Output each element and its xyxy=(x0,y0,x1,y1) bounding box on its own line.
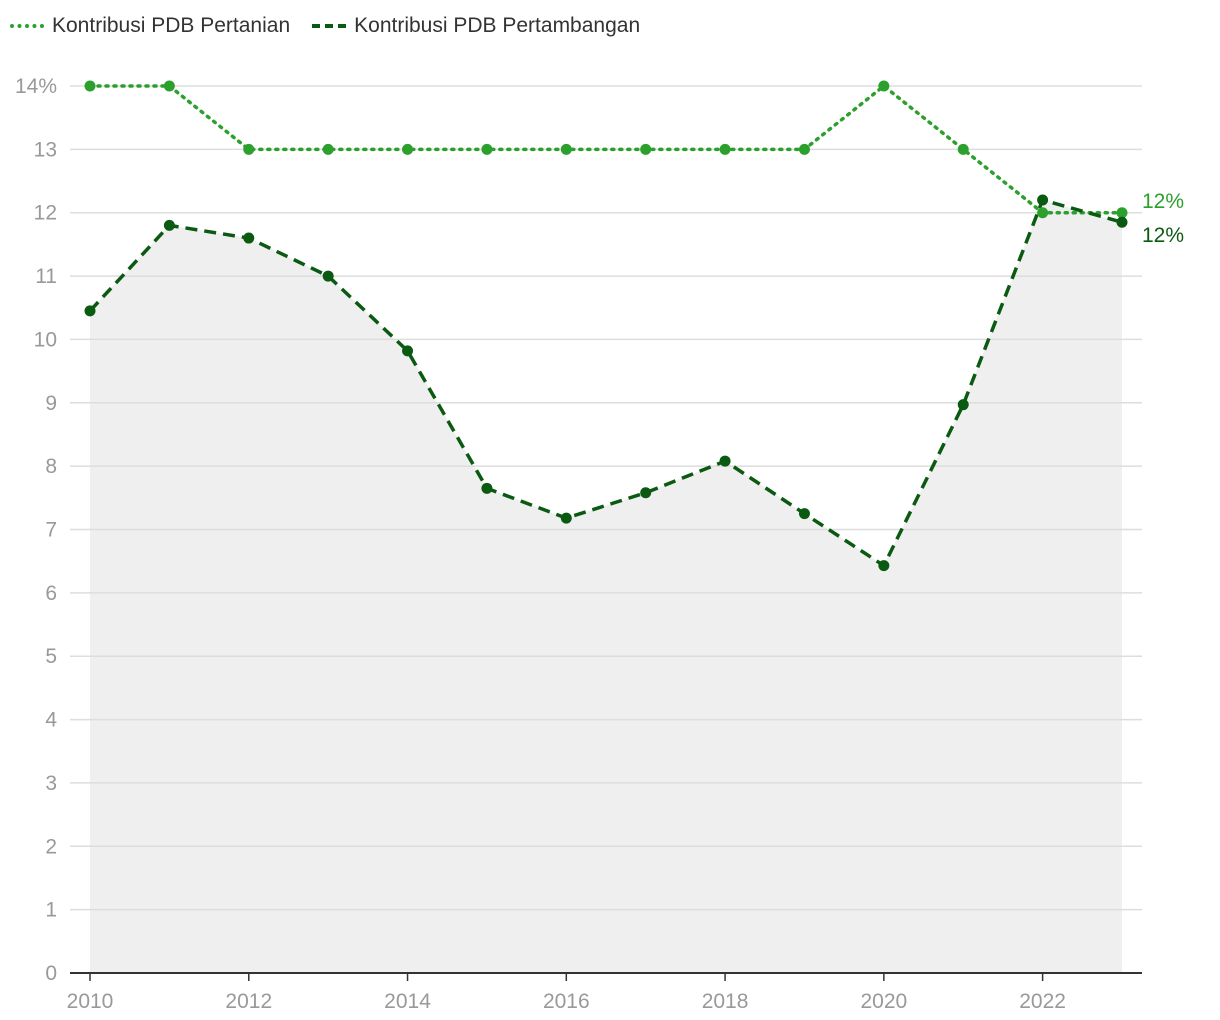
data-point-pertanian xyxy=(957,143,969,155)
area-fill-pertambangan xyxy=(90,200,1122,974)
y-tick-label: 8 xyxy=(45,455,57,478)
data-point-pertanian xyxy=(1116,207,1128,219)
y-tick-label: 9 xyxy=(45,392,57,415)
x-tick-label: 2018 xyxy=(702,990,749,1013)
y-tick-label: 4 xyxy=(45,709,57,732)
y-tick-label: 11 xyxy=(35,265,57,288)
data-point-pertambangan xyxy=(163,219,175,231)
x-tick-label: 2014 xyxy=(384,990,431,1013)
x-tick-label: 2010 xyxy=(67,990,114,1013)
data-point-pertanian xyxy=(322,143,334,155)
data-point-pertambangan xyxy=(957,399,969,411)
data-point-pertanian xyxy=(163,80,175,92)
legend-item-pertanian[interactable]: Kontribusi PDB Pertanian xyxy=(10,14,290,38)
x-tick-label: 2020 xyxy=(860,990,907,1013)
data-point-pertambangan xyxy=(1116,216,1128,228)
data-point-pertanian xyxy=(84,80,96,92)
y-tick-label: 5 xyxy=(45,645,57,668)
data-point-pertambangan xyxy=(1037,194,1049,206)
data-point-pertanian xyxy=(719,143,731,155)
data-point-pertanian xyxy=(798,143,810,155)
y-tick-label: 3 xyxy=(45,772,57,795)
data-point-pertambangan xyxy=(243,232,255,244)
y-tick-label: 7 xyxy=(45,519,57,542)
data-point-pertanian xyxy=(878,80,890,92)
legend-item-pertambangan[interactable]: Kontribusi PDB Pertambangan xyxy=(312,14,640,38)
data-point-pertambangan xyxy=(719,455,731,467)
data-point-pertanian xyxy=(640,143,652,155)
x-tick-label: 2022 xyxy=(1019,990,1066,1013)
x-tick-label: 2012 xyxy=(225,990,272,1013)
x-tick-label: 2016 xyxy=(543,990,590,1013)
y-tick-label: 1 xyxy=(45,899,57,922)
series-line-pertambangan xyxy=(88,198,1123,568)
legend: Kontribusi PDB Pertanian Kontribusi PDB … xyxy=(10,14,640,38)
data-point-pertambangan xyxy=(322,270,334,282)
data-point-pertambangan xyxy=(402,345,414,357)
legend-swatch-pertambangan xyxy=(312,24,347,28)
data-point-pertanian xyxy=(560,143,572,155)
y-tick-label: 12 xyxy=(34,202,57,225)
data-point-pertambangan xyxy=(84,305,96,317)
end-label-pertambangan: 12% xyxy=(1142,224,1184,247)
data-point-pertanian xyxy=(1037,207,1049,219)
data-point-pertambangan xyxy=(878,560,890,572)
legend-label-pertambangan: Kontribusi PDB Pertambangan xyxy=(354,14,641,37)
end-label-pertanian: 12% xyxy=(1142,190,1184,213)
data-point-pertanian xyxy=(243,143,255,155)
data-point-pertambangan xyxy=(640,487,652,499)
y-tick-label: 2 xyxy=(45,835,57,858)
y-tick-label: 0 xyxy=(45,962,57,985)
data-point-pertambangan xyxy=(560,512,572,524)
data-point-pertanian xyxy=(402,143,414,155)
y-tick-label: 6 xyxy=(45,582,57,605)
data-point-pertambangan xyxy=(798,508,810,520)
y-tick-label: 14% xyxy=(15,75,57,98)
legend-label-pertanian: Kontribusi PDB Pertanian xyxy=(52,14,291,37)
data-point-pertambangan xyxy=(481,482,493,494)
legend-swatch-pertanian xyxy=(10,24,44,28)
y-tick-label: 13 xyxy=(34,138,57,161)
data-point-pertanian xyxy=(481,143,493,155)
y-tick-label: 10 xyxy=(34,328,57,351)
series-line-pertanian xyxy=(88,84,1124,215)
